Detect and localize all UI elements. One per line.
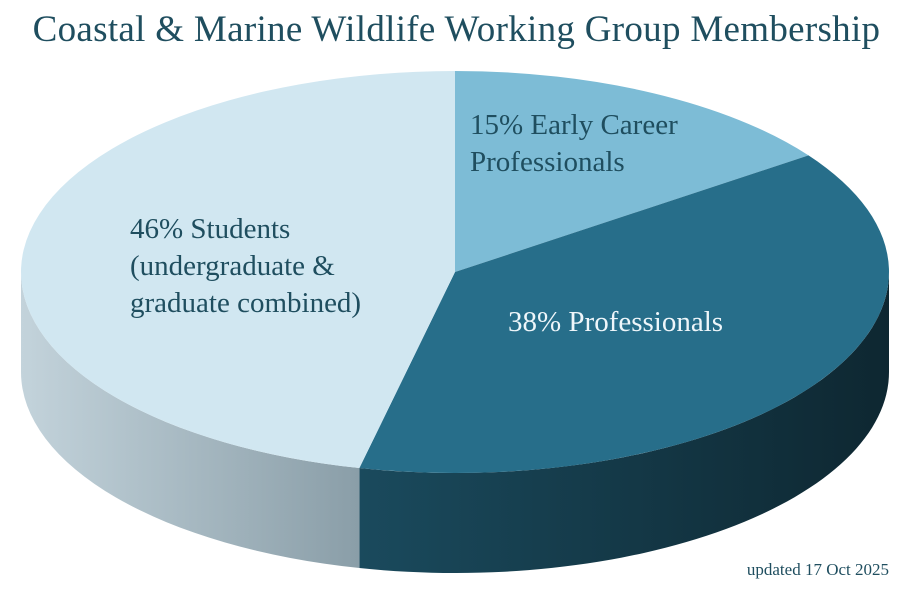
slice-label-line: 15% Early Career (470, 109, 678, 141)
slice-label-early-career-professionals: 15% Early Career Professionals (470, 109, 678, 178)
updated-note: updated 17 Oct 2025 (746, 560, 889, 579)
slice-label-line: 38% Professionals (508, 306, 723, 338)
slice-label-line: graduate combined) (130, 287, 361, 319)
slice-label-line: Professionals (470, 146, 625, 178)
chart-title: Coastal & Marine Wildlife Working Group … (32, 9, 881, 50)
pie-slice-professionals (359, 155, 889, 474)
pie-side-professionals (359, 272, 889, 573)
pie-slice-early-career-professionals (455, 71, 809, 272)
pie-side-students-undergraduate-graduate-combined (21, 272, 360, 569)
slice-label-professionals: 38% Professionals (508, 306, 723, 338)
pie-slice-students-undergraduate-graduate-combined (21, 71, 455, 469)
slice-label-students-undergraduate-graduate-combined: 46% Students (undergraduate & graduate com… (130, 213, 361, 319)
slice-label-line: 46% Students (130, 213, 290, 245)
slice-label-line: (undergraduate & (130, 250, 335, 282)
